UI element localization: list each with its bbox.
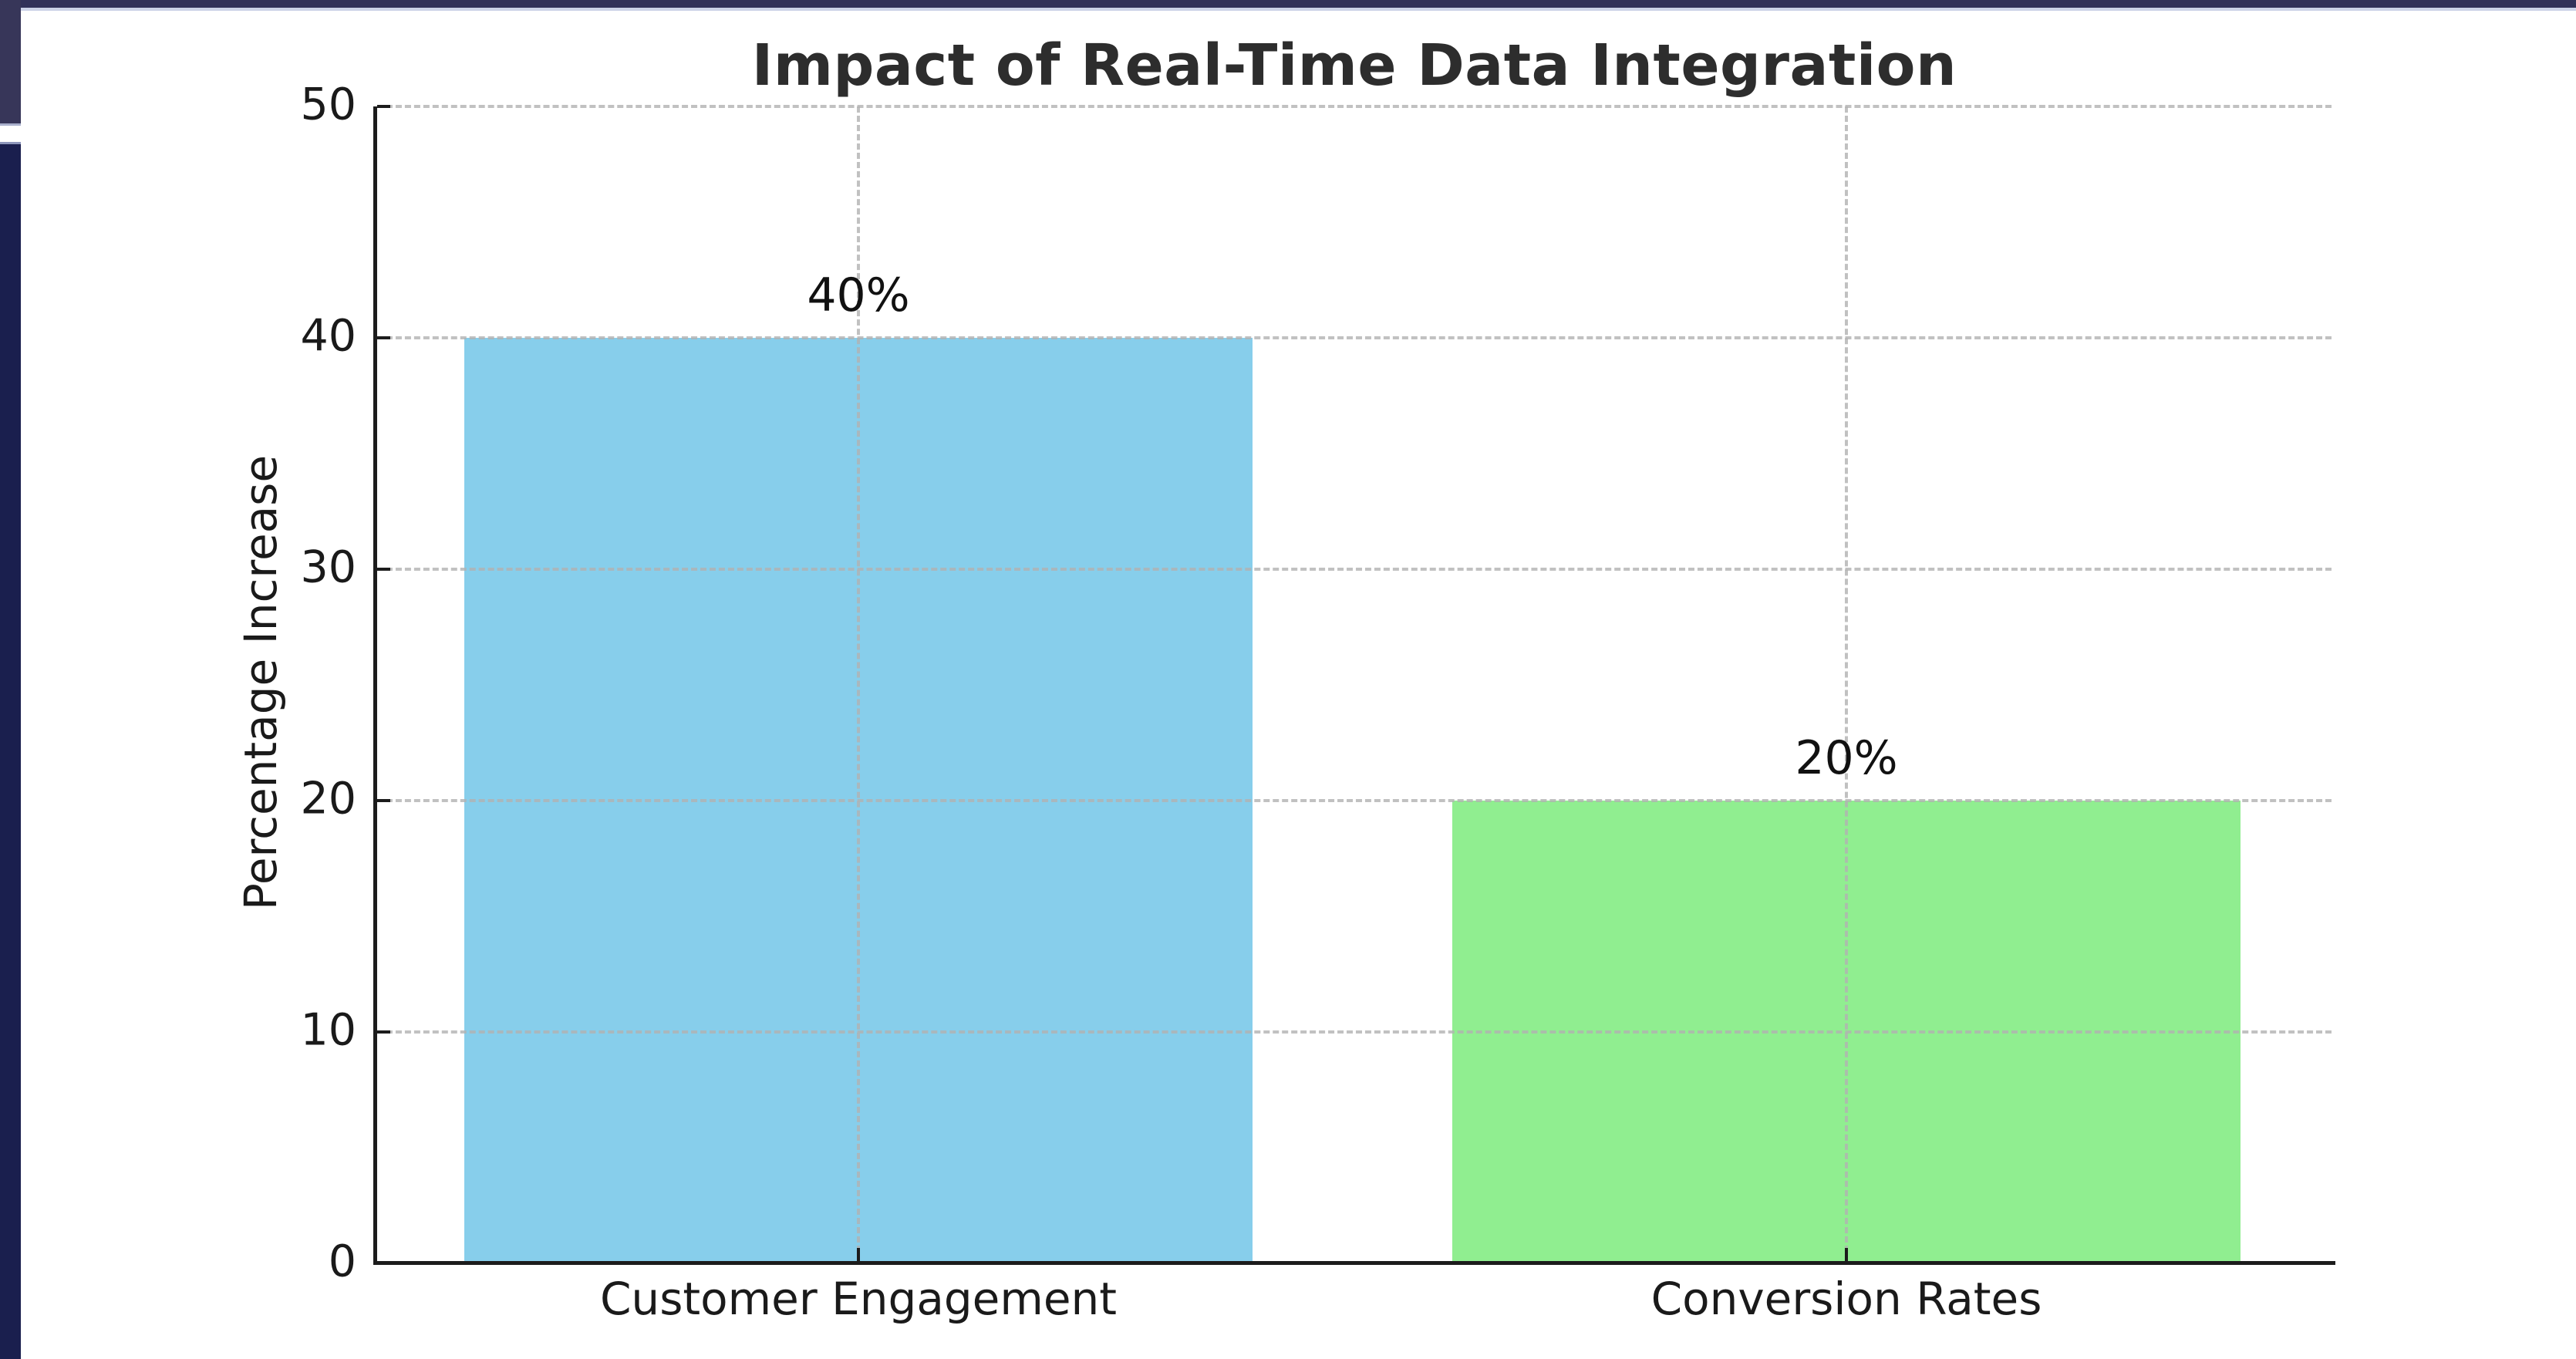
- y-axis-label: Percentage Increase: [234, 454, 287, 911]
- y-tick-label: 10: [300, 1004, 356, 1056]
- x-tick-mark: [1845, 1248, 1848, 1261]
- y-axis-spine: [373, 106, 377, 1265]
- window-top-bar: [0, 0, 2576, 8]
- chart-title: Impact of Real-Time Data Integration: [751, 32, 1957, 99]
- horizontal-gridline: [377, 568, 2332, 571]
- x-tick-mark: [857, 1248, 860, 1261]
- bar-value-label: 40%: [807, 268, 910, 322]
- bar-value-label: 20%: [1795, 731, 1898, 785]
- y-tick-mark: [377, 336, 390, 339]
- vertical-gridline: [857, 106, 860, 1261]
- y-tick-mark: [377, 568, 390, 571]
- y-tick-label: 20: [300, 773, 356, 825]
- x-axis-spine: [373, 1261, 2335, 1265]
- y-tick-label: 50: [300, 79, 356, 130]
- y-tick-label: 0: [328, 1236, 356, 1287]
- horizontal-gridline: [377, 1030, 2332, 1034]
- y-tick-mark: [377, 105, 390, 108]
- horizontal-gridline: [377, 336, 2332, 339]
- y-tick-label: 40: [300, 310, 356, 362]
- left-edge-sidebar-strip: [0, 142, 21, 1359]
- y-tick-label: 30: [300, 541, 356, 593]
- left-edge-top-block: [0, 0, 21, 126]
- plot-area: 0 10 20 30 40 50 Customer Engagement 40% Convers…: [300, 79, 2335, 1325]
- y-tick-mark: [377, 1030, 390, 1034]
- y-tick-mark: [377, 799, 390, 802]
- horizontal-gridline: [377, 799, 2332, 802]
- horizontal-gridline: [377, 105, 2332, 108]
- x-tick-label: Customer Engagement: [599, 1273, 1118, 1325]
- window-top-bar-separator: [0, 8, 2576, 11]
- x-tick-label: Conversion Rates: [1650, 1273, 2042, 1325]
- vertical-gridline: [1845, 106, 1848, 1261]
